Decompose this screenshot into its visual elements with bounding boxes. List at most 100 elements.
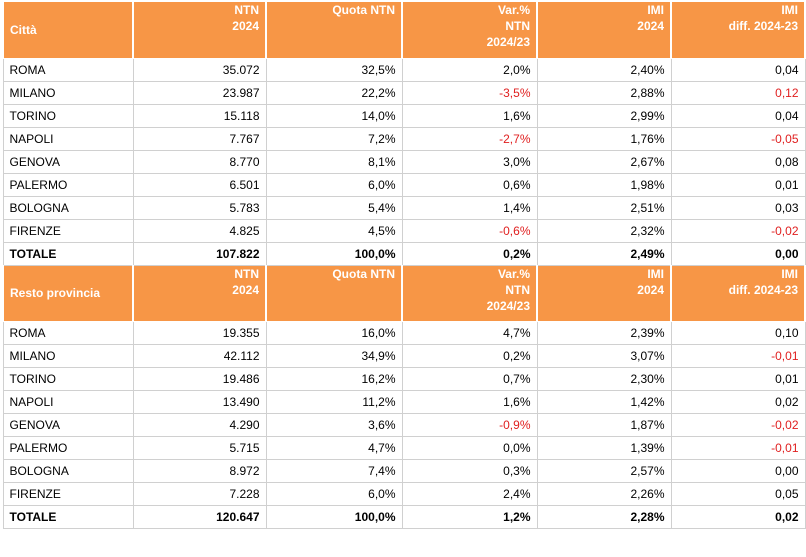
- table-row: GENOVA 8.770 8,1% 3,0% 2,67% 0,08: [2, 149, 806, 174]
- city-cell: TORINO: [2, 103, 134, 128]
- ntn-cell: 8.770: [132, 149, 267, 174]
- ntn-cell: 42.112: [132, 343, 267, 368]
- var-cell: 0,2%: [401, 343, 538, 368]
- city-cell: PALERMO: [2, 172, 134, 197]
- ntn-cell: 7.228: [132, 481, 267, 506]
- quota-cell: 14,0%: [265, 103, 403, 128]
- diff-cell: 0,00: [670, 241, 806, 266]
- section-title: Resto provincia: [2, 265, 134, 322]
- total-row: TOTALE 107.822 100,0% 0,2% 2,49% 0,00: [2, 241, 806, 266]
- var-cell: -2,7%: [401, 126, 538, 151]
- column-header-line: NTN: [234, 3, 259, 17]
- quota-cell: 7,2%: [265, 126, 403, 151]
- diff-cell: 0,08: [670, 149, 806, 174]
- diff-cell: 0,05: [670, 481, 806, 506]
- city-cell: TOTALE: [2, 504, 134, 529]
- quota-cell: 7,4%: [265, 458, 403, 483]
- diff-cell: -0,01: [670, 343, 806, 368]
- var-cell: 4,7%: [401, 320, 538, 345]
- column-header-line: IMI: [781, 266, 798, 281]
- imi-cell: 2,28%: [536, 504, 672, 529]
- ntn-cell: 7.767: [132, 126, 267, 151]
- diff-cell: -0,02: [670, 218, 806, 243]
- ntn-cell: 5.783: [132, 195, 267, 220]
- table-row: GENOVA 4.290 3,6% -0,9% 1,87% -0,02: [2, 412, 806, 437]
- table-row: BOLOGNA 8.972 7,4% 0,3% 2,57% 0,00: [2, 458, 806, 483]
- var-cell: 1,6%: [401, 103, 538, 128]
- column-header-line: NTN: [505, 282, 530, 297]
- column-header-line: Quota NTN: [332, 266, 395, 281]
- city-cell: ROMA: [2, 320, 134, 345]
- imi-cell: 2,32%: [536, 218, 672, 243]
- quota-cell: 5,4%: [265, 195, 403, 220]
- column-header-line: 2024/23: [486, 298, 530, 313]
- city-cell: BOLOGNA: [2, 458, 134, 483]
- column-header: NTN 2024: [132, 2, 267, 59]
- quota-cell: 8,1%: [265, 149, 403, 174]
- diff-cell: 0,10: [670, 320, 806, 345]
- data-table: Città NTN 2024 Quota NTN Var.% NTN 2024/23 IMI 2…: [2, 2, 806, 529]
- section-header-row: Resto provincia NTN 2024 Quota NTN Var.% NTN 2…: [2, 265, 806, 322]
- column-header-line: IMI: [647, 266, 664, 281]
- var-cell: -0,9%: [401, 412, 538, 437]
- ntn-cell: 15.118: [132, 103, 267, 128]
- imi-cell: 1,39%: [536, 435, 672, 460]
- imi-cell: 3,07%: [536, 343, 672, 368]
- city-cell: PALERMO: [2, 435, 134, 460]
- var-cell: 1,4%: [401, 195, 538, 220]
- column-header-line: 2024: [637, 19, 664, 33]
- ntn-cell: 4.290: [132, 412, 267, 437]
- column-header-line: Quota NTN: [332, 3, 395, 17]
- column-header-line: 2024: [232, 282, 259, 297]
- imi-cell: 1,87%: [536, 412, 672, 437]
- city-cell: ROMA: [2, 57, 134, 82]
- imi-cell: 2,39%: [536, 320, 672, 345]
- column-header: IMI 2024: [536, 265, 672, 322]
- diff-cell: 0,02: [670, 389, 806, 414]
- column-header: IMI diff. 2024-23: [670, 265, 806, 322]
- var-cell: 0,7%: [401, 366, 538, 391]
- ntn-cell: 19.355: [132, 320, 267, 345]
- imi-cell: 2,26%: [536, 481, 672, 506]
- imi-cell: 2,49%: [536, 241, 672, 266]
- quota-cell: 100,0%: [265, 241, 403, 266]
- quota-cell: 34,9%: [265, 343, 403, 368]
- quota-cell: 4,7%: [265, 435, 403, 460]
- diff-cell: -0,02: [670, 412, 806, 437]
- city-cell: MILANO: [2, 343, 134, 368]
- column-header: Var.% NTN 2024/23: [401, 265, 538, 322]
- city-cell: NAPOLI: [2, 126, 134, 151]
- city-cell: FIRENZE: [2, 218, 134, 243]
- city-cell: GENOVA: [2, 149, 134, 174]
- ntn-cell: 4.825: [132, 218, 267, 243]
- column-header: NTN 2024: [132, 265, 267, 322]
- ntn-cell: 107.822: [132, 241, 267, 266]
- ntn-cell: 6.501: [132, 172, 267, 197]
- imi-cell: 1,76%: [536, 126, 672, 151]
- var-cell: 0,0%: [401, 435, 538, 460]
- table-row: TORINO 19.486 16,2% 0,7% 2,30% 0,01: [2, 366, 806, 391]
- table-row: BOLOGNA 5.783 5,4% 1,4% 2,51% 0,03: [2, 195, 806, 220]
- table-row: PALERMO 6.501 6,0% 0,6% 1,98% 0,01: [2, 172, 806, 197]
- column-header-line: Var.%: [497, 3, 530, 17]
- section-header-row: Città NTN 2024 Quota NTN Var.% NTN 2024/23 IMI 2…: [2, 2, 806, 59]
- imi-cell: 2,67%: [536, 149, 672, 174]
- var-cell: 2,4%: [401, 481, 538, 506]
- table-row: ROMA 35.072 32,5% 2,0% 2,40% 0,04: [2, 57, 806, 82]
- table-row: TORINO 15.118 14,0% 1,6% 2,99% 0,04: [2, 103, 806, 128]
- ntn-cell: 5.715: [132, 435, 267, 460]
- diff-cell: 0,12: [670, 80, 806, 105]
- imi-cell: 2,88%: [536, 80, 672, 105]
- city-cell: MILANO: [2, 80, 134, 105]
- city-cell: BOLOGNA: [2, 195, 134, 220]
- column-header-line: NTN: [505, 19, 530, 33]
- city-cell: TORINO: [2, 366, 134, 391]
- column-header: Quota NTN: [265, 265, 403, 322]
- var-cell: 0,3%: [401, 458, 538, 483]
- diff-cell: 0,03: [670, 195, 806, 220]
- diff-cell: 0,00: [670, 458, 806, 483]
- column-header-line: 2024/23: [486, 35, 530, 49]
- quota-cell: 16,2%: [265, 366, 403, 391]
- quota-cell: 11,2%: [265, 389, 403, 414]
- quota-cell: 22,2%: [265, 80, 403, 105]
